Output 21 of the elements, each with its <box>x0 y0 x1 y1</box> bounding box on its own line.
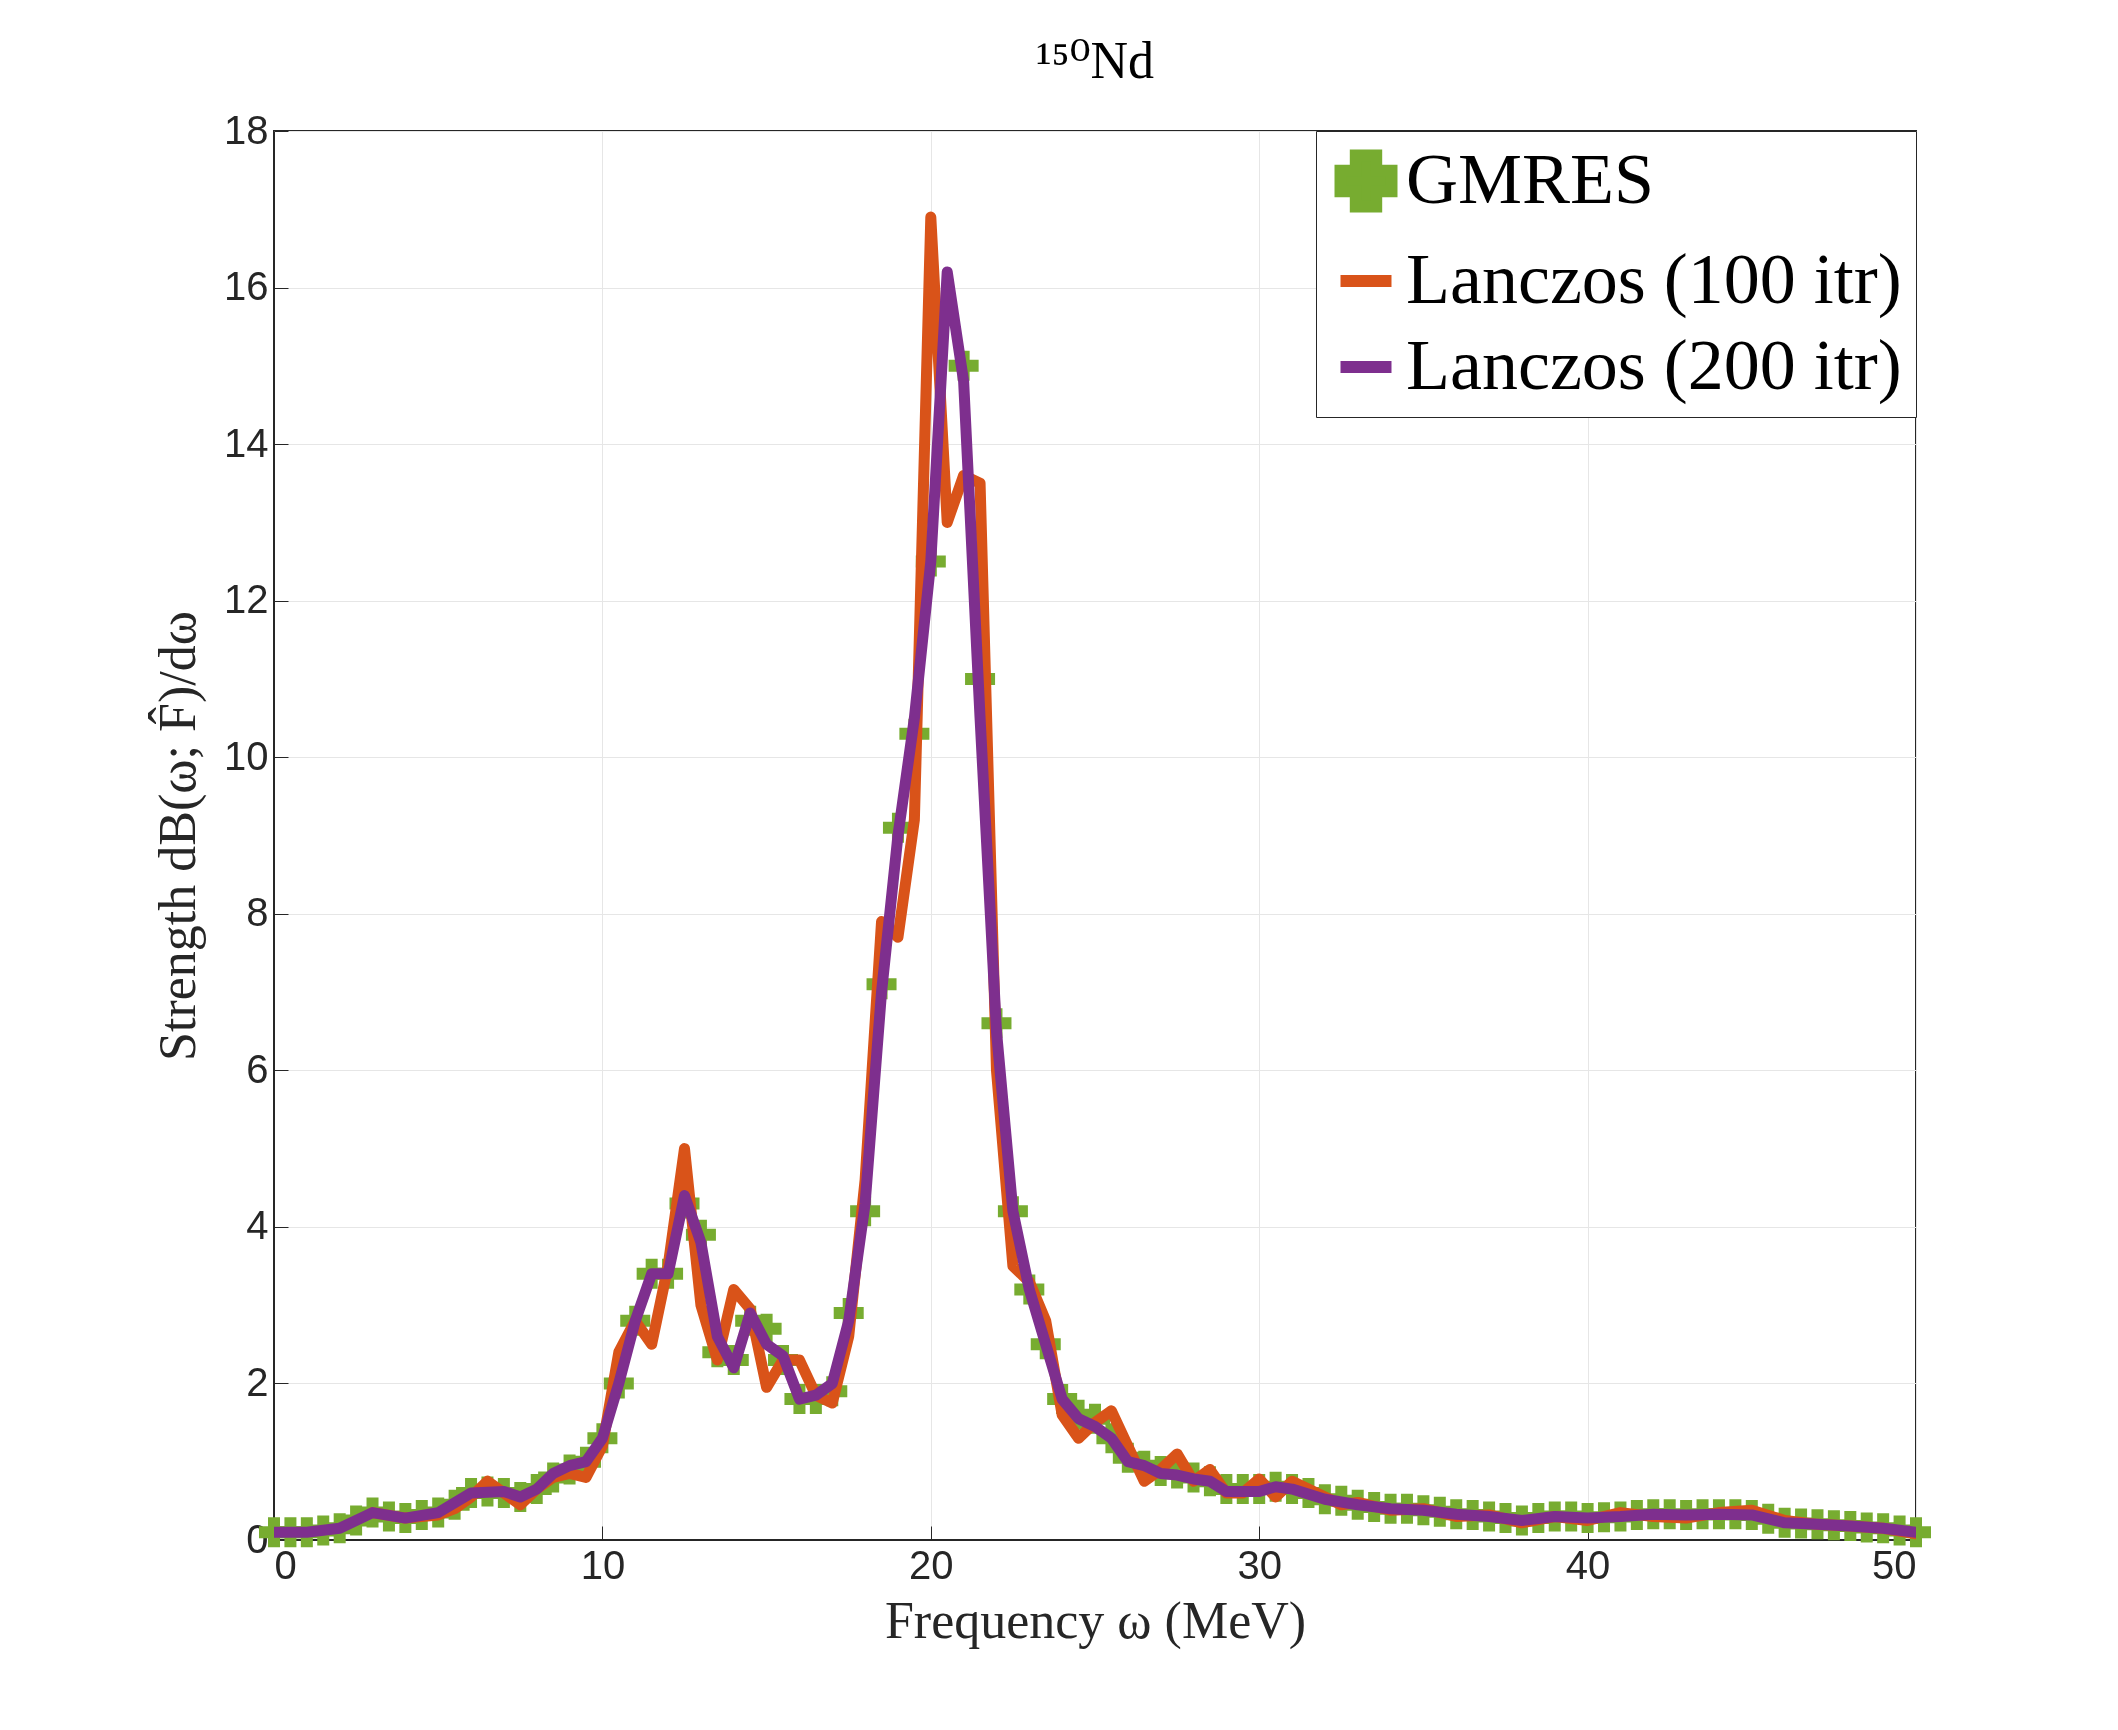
y-tick-label: 8 <box>246 890 269 935</box>
x-tick-label: 30 <box>1237 1542 1282 1587</box>
chart-title: ¹⁵⁰Nd <box>1035 32 1155 89</box>
y-tick-label: 2 <box>246 1359 269 1404</box>
x-tick-label: 50 <box>1872 1542 1917 1587</box>
legend-label: Lanczos (200 itr) <box>1406 325 1902 405</box>
y-tick-label: 6 <box>246 1046 269 1091</box>
y-axis-title: Strength dB(ω; F̂)/dω <box>147 611 208 1061</box>
legend-label: Lanczos (100 itr) <box>1406 239 1902 319</box>
x-tick-label: 10 <box>580 1542 626 1587</box>
x-tick-label: 40 <box>1565 1542 1611 1587</box>
x-tick-label: 20 <box>909 1542 954 1587</box>
y-tick-label: 16 <box>224 264 269 309</box>
y-tick-label: 4 <box>246 1203 269 1248</box>
y-tick-label: 10 <box>224 733 269 778</box>
y-tick-label: 14 <box>224 420 269 465</box>
x-axis-title: Frequency ω (MeV) <box>884 1591 1307 1650</box>
y-tick-label: 18 <box>224 107 269 152</box>
x-tick-label: 0 <box>274 1542 297 1587</box>
legend-label: GMRES <box>1406 139 1655 219</box>
y-tick-label: 12 <box>224 577 269 622</box>
